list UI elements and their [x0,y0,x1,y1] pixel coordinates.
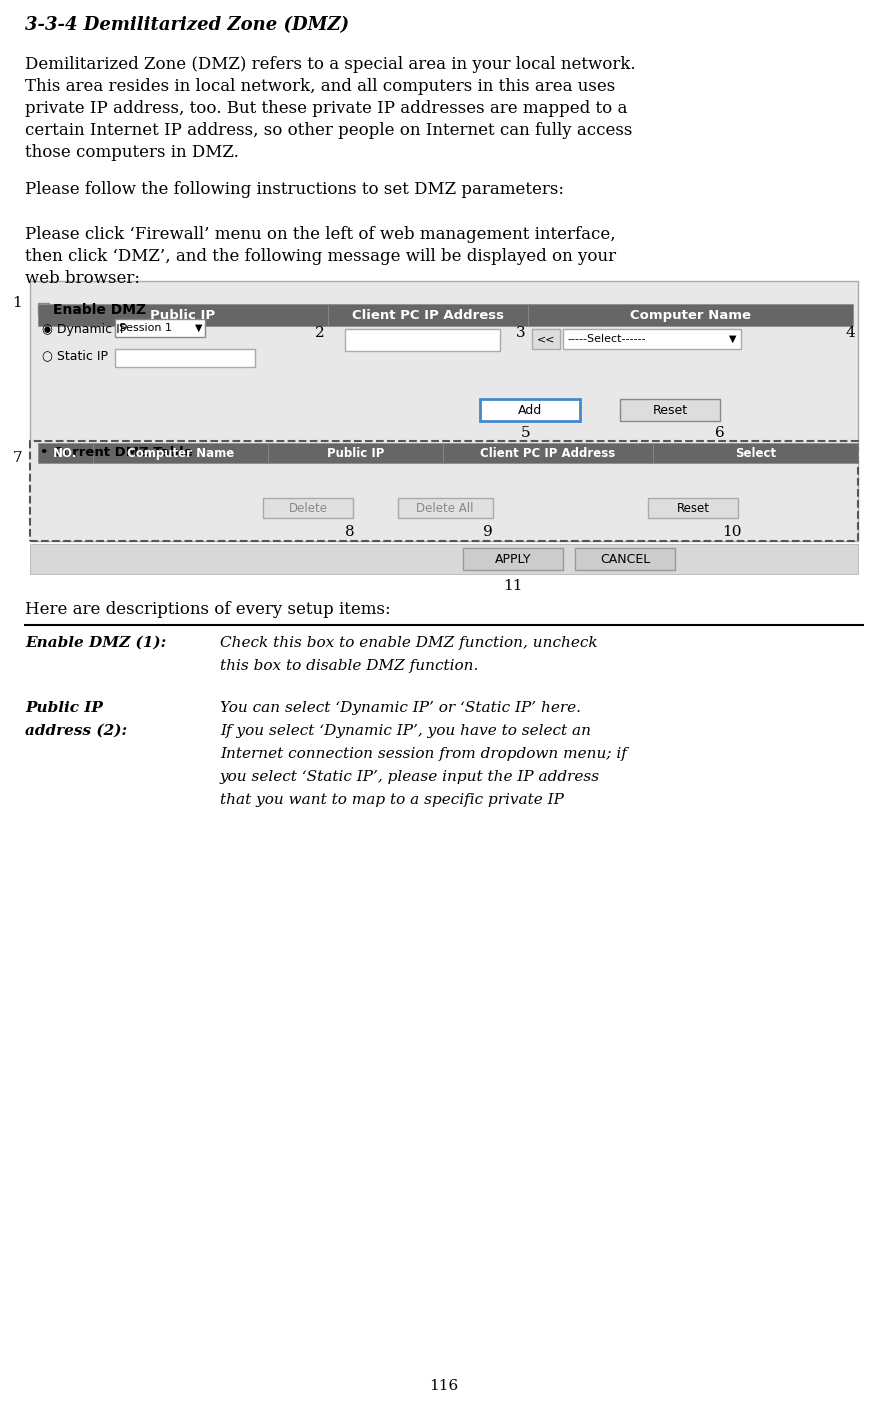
Text: that you want to map to a specific private IP: that you want to map to a specific priva… [220,793,564,807]
Text: 10: 10 [723,525,742,539]
Text: 7: 7 [12,452,22,466]
Text: 11: 11 [503,579,523,593]
Bar [115,319,205,337]
Text: ◉ Dynamic IP: ◉ Dynamic IP [42,323,127,336]
Bar [38,303,49,315]
Text: 3: 3 [515,326,525,340]
FancyBboxPatch shape [30,281,858,540]
Text: ▼: ▼ [729,334,737,344]
Bar [575,547,675,570]
Bar [463,547,563,570]
Text: 3-3-4 Demilitarized Zone (DMZ): 3-3-4 Demilitarized Zone (DMZ) [25,16,349,34]
Text: you select ‘Static IP’, please input the IP address: you select ‘Static IP’, please input the… [220,770,600,785]
Text: 2: 2 [315,326,325,340]
Text: APPLY: APPLY [495,553,531,566]
Text: Enable DMZ: Enable DMZ [53,303,147,317]
Bar [345,329,500,351]
Text: This area resides in local network, and all computers in this area uses: This area resides in local network, and … [25,78,615,95]
Text: ▼: ▼ [195,323,202,333]
Text: NO.: NO. [53,446,77,460]
Text: Delete All: Delete All [416,501,474,515]
Bar [648,498,738,518]
Text: Session 1: Session 1 [119,323,172,333]
Bar [328,303,528,326]
Text: If you select ‘Dynamic IP’, you have to select an: If you select ‘Dynamic IP’, you have to … [220,724,591,738]
Bar [563,329,741,349]
Text: Internet connection session from dropdown menu; if: Internet connection session from dropdow… [220,746,627,761]
Text: 5: 5 [520,426,530,440]
Text: Please follow the following instructions to set DMZ parameters:: Please follow the following instructions… [25,181,564,198]
Text: then click ‘DMZ’, and the following message will be displayed on your: then click ‘DMZ’, and the following mess… [25,248,616,265]
Bar [263,498,353,518]
Text: those computers in DMZ.: those computers in DMZ. [25,144,239,161]
Text: 1: 1 [12,296,22,310]
Text: 116: 116 [430,1379,458,1393]
Text: Reset: Reset [677,501,710,515]
Text: Public IP: Public IP [25,701,103,715]
Text: web browser:: web browser: [25,270,140,286]
Text: Check this box to enable DMZ function, uncheck: Check this box to enable DMZ function, u… [220,636,598,650]
Text: address (2):: address (2): [25,724,127,738]
Text: private IP address, too. But these private IP addresses are mapped to a: private IP address, too. But these priva… [25,100,628,117]
Text: Reset: Reset [653,404,687,416]
Text: You can select ‘Dynamic IP’ or ‘Static IP’ here.: You can select ‘Dynamic IP’ or ‘Static I… [220,701,581,715]
Bar [38,443,93,463]
Text: Demilitarized Zone (DMZ) refers to a special area in your local network.: Demilitarized Zone (DMZ) refers to a spe… [25,56,636,73]
Text: Computer Name: Computer Name [127,446,234,460]
Text: 4: 4 [845,326,855,340]
Text: Delete: Delete [289,501,328,515]
Text: 6: 6 [715,426,725,440]
Bar [93,443,268,463]
Text: -----Select------: -----Select------ [567,334,646,344]
Text: Computer Name: Computer Name [630,309,751,322]
Bar [115,349,255,367]
Bar [38,303,328,326]
Text: Add: Add [518,404,543,416]
Bar [528,303,853,326]
Bar [30,545,858,574]
Text: Public IP: Public IP [150,309,216,322]
Text: • Current DMZ Table: • Current DMZ Table [40,446,193,459]
Text: Here are descriptions of every setup items:: Here are descriptions of every setup ite… [25,601,391,618]
Text: ○ Static IP: ○ Static IP [42,349,108,363]
Text: this box to disable DMZ function.: this box to disable DMZ function. [220,659,479,673]
Text: <<: << [536,334,555,344]
Text: 9: 9 [483,525,493,539]
Text: Please click ‘Firewall’ menu on the left of web management interface,: Please click ‘Firewall’ menu on the left… [25,226,615,243]
Text: Client PC IP Address: Client PC IP Address [352,309,504,322]
Text: Enable DMZ (1):: Enable DMZ (1): [25,636,166,650]
Bar [398,498,493,518]
Bar [30,442,858,540]
Bar [480,399,580,420]
Bar [443,443,653,463]
Bar [532,329,560,349]
Text: certain Internet IP address, so other people on Internet can fully access: certain Internet IP address, so other pe… [25,121,632,140]
Text: CANCEL: CANCEL [600,553,650,566]
Text: Client PC IP Address: Client PC IP Address [480,446,615,460]
Text: Public IP: Public IP [327,446,385,460]
Bar [620,399,720,420]
Bar [268,443,443,463]
Text: 8: 8 [345,525,355,539]
Text: Select: Select [735,446,776,460]
Bar [653,443,858,463]
